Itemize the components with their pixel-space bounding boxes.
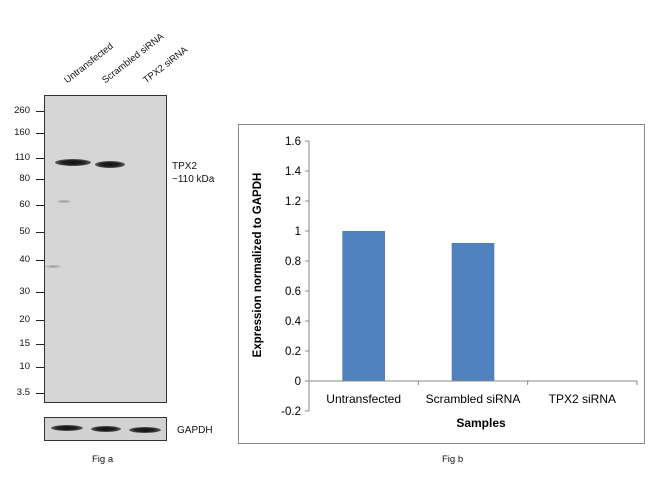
gapdh-band-untransfected: [51, 425, 83, 431]
bar-chart: 1.6 1.4 1.2 1 0.8 0.6 0.4 0.2 0 -0.2 Untransfecte…: [252, 136, 638, 430]
mw-tick: [36, 179, 44, 180]
bar-scrambled-sirna: [451, 243, 495, 381]
fig-b-caption: Fig b: [442, 454, 464, 465]
target-name: TPX2: [172, 161, 198, 172]
target-size: ~110 kDa: [172, 174, 215, 185]
y-axis-title: Expression normalized to GAPDH: [252, 173, 264, 358]
mw-marker-80: 80: [19, 173, 30, 184]
x-axis-title: Samples: [456, 416, 506, 430]
mw-marker-40: 40: [19, 254, 30, 265]
blot-membrane: [44, 95, 167, 403]
y-tick-label: 1.2: [285, 196, 301, 208]
x-tick-label: TPX2 siRNA: [549, 392, 616, 406]
x-tick-label: Scrambled siRNA: [426, 392, 521, 406]
band-scrambled-110kda: [95, 161, 125, 168]
nonspecific-band: [45, 265, 61, 268]
mw-marker-3-5: 3.5: [16, 387, 30, 398]
y-tick-label: 1.4: [285, 166, 302, 178]
mw-marker-160: 160: [14, 127, 30, 138]
gapdh-band-scrambled: [91, 426, 121, 432]
nonspecific-band: [57, 200, 71, 203]
mw-marker-50: 50: [19, 226, 30, 237]
mw-tick: [36, 292, 44, 293]
y-tick-label: 1.6: [285, 136, 301, 148]
y-tick-label: 0.2: [285, 346, 301, 358]
mw-marker-20: 20: [19, 314, 30, 325]
chart-frame: 1.6 1.4 1.2 1 0.8 0.6 0.4 0.2 0 -0.2 Untransfecte…: [238, 124, 645, 444]
x-tick-label: Untransfected: [326, 392, 401, 406]
mw-tick: [36, 320, 44, 321]
y-tick-label: 0.4: [285, 316, 302, 328]
mw-tick: [36, 393, 44, 394]
mw-marker-15: 15: [19, 338, 30, 349]
mw-marker-260: 260: [14, 105, 30, 116]
bar-untransfected: [342, 231, 385, 381]
mw-tick: [36, 344, 44, 345]
mw-tick: [36, 260, 44, 261]
y-tick-label: 0.6: [285, 286, 301, 298]
mw-tick: [36, 158, 44, 159]
mw-tick: [36, 232, 44, 233]
mw-marker-30: 30: [19, 286, 30, 297]
y-tick-label: 1: [295, 226, 301, 238]
y-tick-label: 0.8: [285, 256, 301, 268]
y-tick-label: -0.2: [281, 406, 301, 418]
mw-tick: [36, 205, 44, 206]
gapdh-label: GAPDH: [177, 425, 213, 436]
gapdh-band-tpx2-sirna: [129, 427, 161, 433]
target-label: TPX2 ~110 kDa: [172, 160, 214, 186]
gapdh-blot: [44, 417, 167, 441]
mw-tick: [36, 133, 44, 134]
y-tick-label: 0: [295, 376, 301, 388]
band-untransfected-110kda: [55, 159, 91, 166]
mw-marker-60: 60: [19, 199, 30, 210]
mw-marker-10: 10: [19, 361, 30, 372]
fig-a-caption: Fig a: [92, 454, 114, 465]
mw-tick: [36, 111, 44, 112]
mw-tick: [36, 367, 44, 368]
mw-marker-110: 110: [14, 152, 30, 163]
